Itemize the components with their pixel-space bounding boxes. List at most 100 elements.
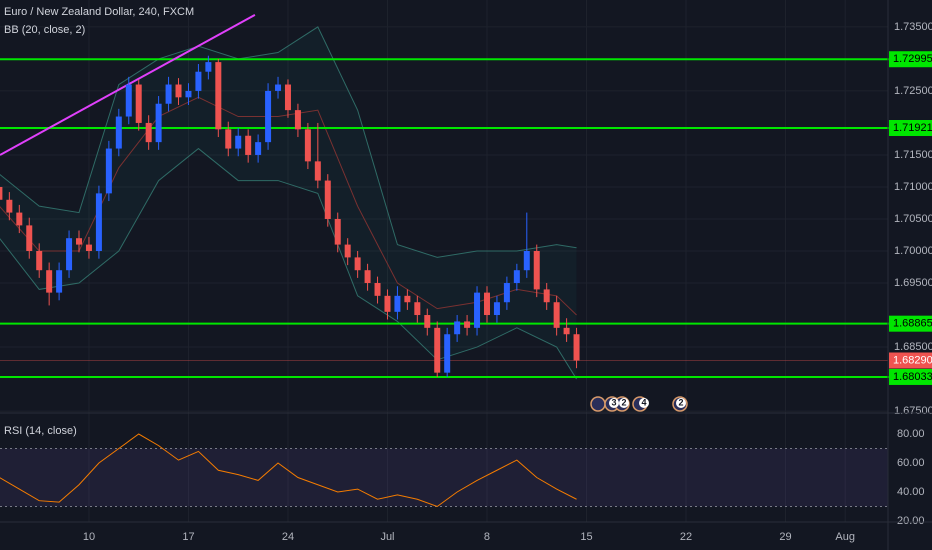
chart-title: Euro / New Zealand Dollar, 240, FXCM (4, 6, 194, 18)
candle-body (493, 302, 500, 316)
candle-body (115, 116, 122, 149)
rsi-band (0, 448, 888, 507)
candle-body (145, 122, 152, 143)
candle-body (195, 71, 202, 91)
level-label: 1.71921 (893, 122, 932, 134)
y-tick-label: 1.68500 (894, 341, 932, 353)
level-label-box (889, 51, 932, 68)
level-label: 1.68865 (893, 318, 932, 330)
x-tick-label: 29 (779, 531, 791, 543)
candle-body (16, 212, 23, 226)
candle-body (245, 135, 252, 155)
x-tick-label: Jul (380, 531, 394, 543)
candle-body (6, 199, 13, 213)
candle-body (175, 84, 182, 98)
candle-body (85, 244, 92, 252)
y-tick-label: 60.00 (897, 457, 925, 469)
last-price-label: 1.68290 (893, 354, 932, 366)
candle-body (503, 283, 510, 303)
candle-body (344, 244, 351, 258)
x-tick-label: 15 (580, 531, 592, 543)
y-tick-label: 1.72500 (894, 85, 932, 97)
candle-body (284, 84, 291, 111)
candle-body (66, 238, 73, 271)
candle-body (404, 295, 411, 303)
y-tick-label: 1.71000 (894, 181, 932, 193)
candle-body (324, 180, 331, 219)
bb-fill (0, 26, 577, 380)
x-tick-label: 24 (282, 531, 294, 543)
x-tick-label: Aug (835, 531, 855, 543)
candle-body (454, 321, 461, 335)
level-label: 1.68033 (893, 371, 932, 383)
level-label: 1.72995 (893, 53, 932, 65)
candle-body (374, 283, 381, 296)
y-tick-label: 1.67500 (894, 405, 932, 417)
candle-body (95, 193, 102, 252)
last-price-box (889, 352, 932, 369)
level-label-box (889, 368, 932, 385)
candle-body (275, 84, 282, 91)
level-label-box (889, 119, 932, 136)
candle-body (125, 84, 132, 117)
candle-body (56, 270, 63, 293)
candle-body (553, 302, 560, 328)
event-count: 4 (641, 397, 646, 407)
candle-body (105, 148, 112, 194)
y-tick-label: 20.00 (897, 515, 925, 527)
y-tick-label: 1.71500 (894, 149, 932, 161)
x-tick-label: 17 (182, 531, 194, 543)
candle-body (464, 321, 471, 328)
event-badge (676, 398, 686, 408)
candle-body (334, 218, 341, 245)
y-tick-label: 80.00 (897, 428, 925, 440)
bb-lower (0, 147, 577, 380)
event-badge (619, 398, 629, 408)
candle-body (26, 225, 33, 252)
candle-body (543, 289, 550, 303)
candle-body (294, 110, 301, 130)
candle-body (235, 135, 242, 149)
candle-body (155, 103, 162, 143)
candle-body (0, 186, 3, 200)
y-tick-label: 1.70500 (894, 213, 932, 225)
candle-body (523, 251, 530, 271)
candle-body (474, 292, 481, 328)
candle-body (215, 62, 222, 130)
candle-body (314, 161, 321, 181)
x-tick-label: 8 (484, 531, 490, 543)
event-badge (609, 398, 619, 408)
event-count: 3 (611, 397, 616, 407)
candle-body (36, 251, 43, 271)
candle-body (444, 334, 451, 373)
candle-body (46, 270, 53, 293)
y-tick-label: 40.00 (897, 486, 925, 498)
candle-body (434, 327, 441, 373)
y-tick-label: 1.73500 (894, 21, 932, 33)
event-icon (590, 396, 606, 412)
candle-body (185, 90, 192, 98)
event-count: 2 (678, 397, 683, 407)
candle-body (563, 327, 570, 335)
bb-upper (0, 26, 577, 258)
candle-body (354, 257, 361, 271)
candle-body (394, 295, 401, 312)
candle-body (414, 302, 421, 316)
candle-body (364, 270, 371, 284)
event-count: 2 (621, 397, 626, 407)
candle-body (165, 84, 172, 104)
candle-body (76, 238, 83, 245)
x-tick-label: 10 (83, 531, 95, 543)
candle-body (513, 270, 520, 284)
indicator-title: BB (20, close, 2) (4, 24, 85, 36)
event-badge (639, 398, 649, 408)
candle-body (265, 90, 272, 143)
candle-body (424, 315, 431, 328)
candle-body (483, 292, 490, 316)
x-tick-label: 22 (680, 531, 692, 543)
candle-body (573, 334, 580, 361)
